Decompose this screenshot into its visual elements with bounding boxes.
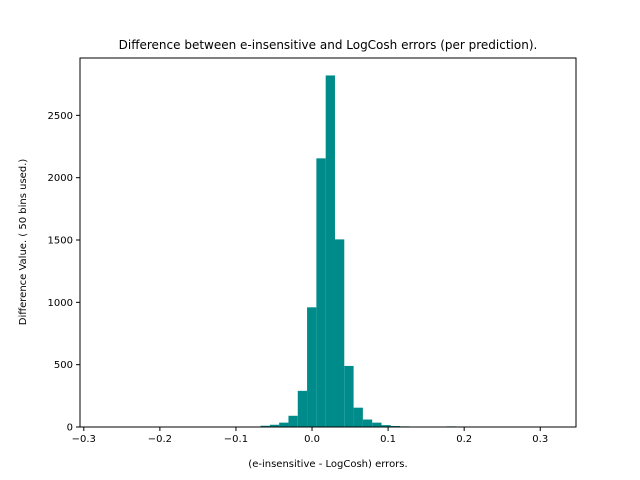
plot-frame [79, 57, 577, 428]
histogram-bar [381, 425, 391, 427]
y-axis-ticks: 0 500 1000 1500 2000 2500 [48, 111, 80, 434]
histogram-bar [316, 158, 326, 427]
histogram-bar [297, 390, 308, 427]
x-axis-label: (e-insensitive - LogCosh) errors. [248, 459, 407, 470]
y-tick-label: 0 [67, 423, 73, 434]
y-tick-label: 1000 [48, 298, 73, 309]
x-tick-label: 0.1 [380, 434, 396, 445]
histogram-bar [325, 75, 335, 427]
histogram-bar [334, 239, 345, 427]
histogram-bar [372, 422, 382, 427]
x-tick-label: −0.3 [72, 434, 96, 445]
y-tick-label: 2000 [48, 173, 73, 184]
x-tick-label: −0.1 [224, 434, 248, 445]
histogram-bar [362, 419, 373, 427]
histogram-bar [353, 407, 363, 427]
y-tick-label: 1500 [48, 236, 73, 247]
x-tick-label: 0.2 [456, 434, 472, 445]
histogram-bar [344, 365, 354, 427]
y-tick-label: 2500 [48, 111, 73, 122]
y-tick-label: 500 [54, 360, 73, 371]
histogram-bar [307, 307, 317, 427]
histogram-bar [288, 415, 298, 427]
x-tick-label: 0.3 [532, 434, 548, 445]
histogram-bars [93, 75, 559, 428]
y-axis-label: Difference Value. ( 50 bins used.) [18, 159, 29, 326]
histogram-bar [279, 422, 289, 427]
x-tick-label: −0.2 [148, 434, 172, 445]
histogram-bar [260, 425, 270, 427]
chart-title: Difference between e-insensitive and Log… [119, 38, 538, 52]
x-tick-label: 0.0 [304, 434, 320, 445]
x-axis-ticks: −0.3 −0.2 −0.1 0.0 0.1 0.2 0.3 [72, 427, 548, 445]
histogram-bar [269, 424, 280, 427]
